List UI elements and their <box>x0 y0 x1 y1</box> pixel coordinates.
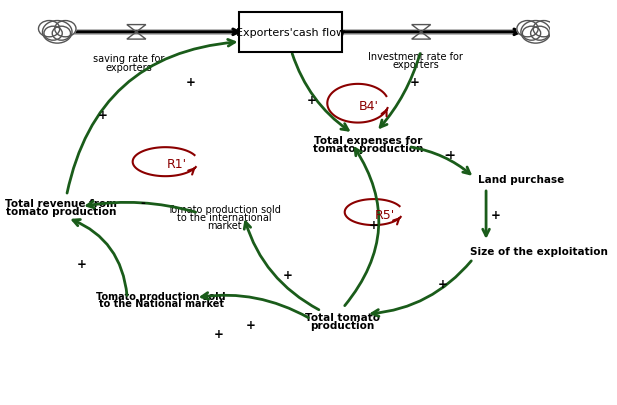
Circle shape <box>44 27 62 41</box>
Text: Tomato production sold: Tomato production sold <box>96 291 226 301</box>
Text: saving rate for: saving rate for <box>93 54 164 64</box>
Circle shape <box>517 21 538 38</box>
Circle shape <box>523 27 540 41</box>
Text: -: - <box>444 149 449 162</box>
Text: +: + <box>410 75 420 88</box>
Text: tomato production: tomato production <box>313 143 424 153</box>
Text: +: + <box>98 108 108 122</box>
Circle shape <box>533 21 555 38</box>
Text: Total tomato: Total tomato <box>305 312 379 322</box>
FancyBboxPatch shape <box>239 13 342 53</box>
Text: +: + <box>491 209 500 222</box>
Text: +: + <box>369 218 379 231</box>
Text: +: + <box>77 257 87 270</box>
Text: +: + <box>307 94 317 107</box>
Text: exporters: exporters <box>392 60 439 70</box>
Text: exporters: exporters <box>105 62 152 72</box>
Circle shape <box>531 27 549 41</box>
Circle shape <box>38 21 60 38</box>
Text: +: + <box>186 75 196 88</box>
Text: +: + <box>214 327 224 340</box>
Text: R5': R5' <box>375 208 395 221</box>
Text: Investment rate for: Investment rate for <box>368 51 463 62</box>
Text: +: + <box>283 269 292 281</box>
Text: +: + <box>437 277 447 290</box>
Text: +: + <box>246 318 256 331</box>
Text: Tomato production sold: Tomato production sold <box>167 205 281 215</box>
Text: to the National market: to the National market <box>99 298 223 309</box>
Text: to the international: to the international <box>177 212 271 222</box>
Text: R1': R1' <box>167 158 187 171</box>
Text: +: + <box>445 149 455 162</box>
Circle shape <box>43 21 72 44</box>
Circle shape <box>55 21 76 38</box>
Text: Exporters'cash flow: Exporters'cash flow <box>236 28 346 38</box>
Text: Total expenses for: Total expenses for <box>314 135 423 145</box>
Text: -: - <box>141 197 146 210</box>
Circle shape <box>521 21 550 44</box>
Text: production: production <box>310 320 374 330</box>
Text: market: market <box>207 220 242 230</box>
Text: Total revenue from: Total revenue from <box>5 198 117 208</box>
Circle shape <box>52 27 70 41</box>
Text: Land purchase: Land purchase <box>478 174 564 184</box>
Text: B4': B4' <box>358 100 378 113</box>
Text: Size of the exploitation: Size of the exploitation <box>470 247 608 256</box>
Text: tomato production: tomato production <box>6 207 116 216</box>
